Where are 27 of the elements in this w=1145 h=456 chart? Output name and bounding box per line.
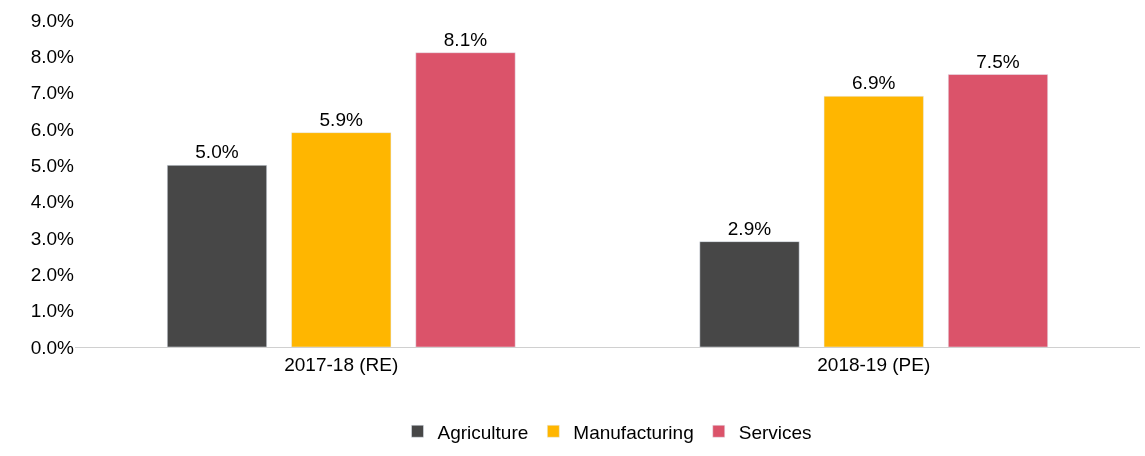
y-tick-label: 0.0% — [30, 336, 75, 358]
bar — [291, 132, 392, 347]
bar — [415, 52, 516, 347]
data-label: 7.5% — [976, 50, 1020, 72]
y-tick-label: 8.0% — [30, 45, 75, 67]
x-tick-label: 2017-18 (RE) — [284, 353, 399, 375]
data-label: 5.9% — [319, 108, 363, 130]
data-label: 8.1% — [443, 28, 488, 50]
bar — [699, 241, 800, 347]
y-tick-label: 9.0% — [30, 9, 75, 31]
legend-label: Services — [738, 421, 812, 443]
y-tick-label: 4.0% — [30, 191, 75, 213]
legend-label: Agriculture — [437, 421, 529, 443]
bar — [948, 74, 1048, 347]
data-label: 2.9% — [727, 217, 772, 239]
y-tick-label: 1.0% — [30, 300, 75, 322]
data-label: 6.9% — [852, 72, 896, 94]
y-tick-label: 5.0% — [30, 154, 75, 176]
y-tick-label: 3.0% — [30, 227, 75, 249]
legend-label: Manufacturing — [573, 421, 694, 443]
y-tick-label: 7.0% — [30, 82, 75, 104]
y-tick-label: 2.0% — [30, 263, 75, 285]
x-tick-label: 2018-19 (PE) — [817, 353, 931, 375]
data-label: 5.0% — [195, 141, 239, 163]
bar — [823, 96, 924, 347]
y-tick-label: 6.0% — [30, 118, 75, 140]
bar — [167, 165, 267, 347]
